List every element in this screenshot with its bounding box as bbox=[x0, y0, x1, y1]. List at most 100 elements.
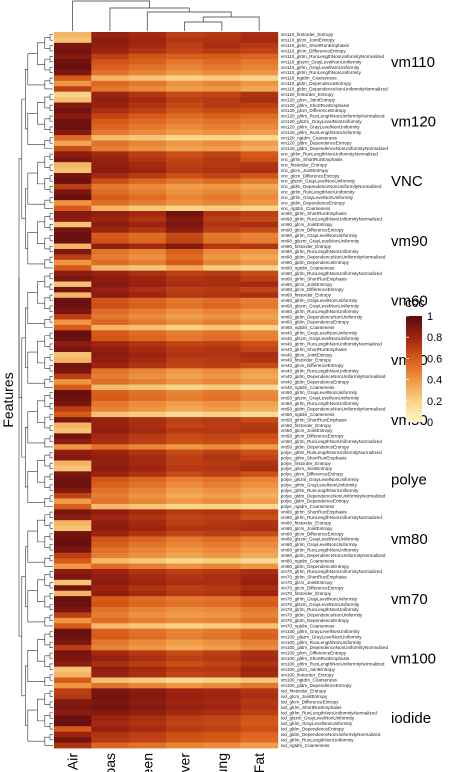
heatmap-cell bbox=[91, 118, 129, 125]
feature-label: vm70_glcm_DifferenceEntropy bbox=[281, 586, 344, 591]
heatmap-cell bbox=[203, 411, 241, 418]
heatmap-cell bbox=[91, 579, 129, 586]
heatmap-cell bbox=[91, 113, 129, 120]
heatmap-cell bbox=[54, 221, 92, 228]
heatmap-cell bbox=[165, 433, 204, 440]
heatmap-cell bbox=[54, 661, 92, 668]
heatmap-cell bbox=[128, 400, 167, 407]
feature-label: vm40_gldm_DependenceNonUniformityNormali… bbox=[281, 374, 386, 379]
heatmap-cell bbox=[128, 86, 167, 93]
heatmap-cell bbox=[54, 53, 92, 60]
heatmap-cell bbox=[54, 666, 92, 673]
heatmap-cell bbox=[54, 69, 92, 76]
heatmap-cell bbox=[128, 444, 167, 451]
row-dendrogram-branch bbox=[27, 411, 45, 444]
feature-label: vm70_ngtdm_Coarseness bbox=[281, 623, 335, 628]
feature-label: vm40_gldm_DependenceEntropy bbox=[281, 379, 350, 384]
heatmap-cell bbox=[240, 227, 279, 234]
heatmap-cell bbox=[240, 715, 279, 722]
heatmap-cell bbox=[165, 124, 204, 131]
heatmap-cell bbox=[128, 314, 167, 320]
row-dendrogram-branch bbox=[37, 281, 45, 304]
feature-label: polye_glcm_DifferenceEntropy bbox=[281, 472, 344, 477]
heatmap-cell bbox=[240, 118, 279, 125]
heatmap-cell bbox=[91, 335, 129, 342]
heatmap-cell bbox=[54, 699, 92, 705]
feature-label: vm120_glcm_DifferenceEntropy bbox=[281, 108, 347, 113]
y-axis-title: Features bbox=[0, 372, 16, 427]
heatmap-cell bbox=[240, 742, 279, 749]
row-dendrogram-branch bbox=[49, 94, 53, 101]
heatmap-cell bbox=[240, 37, 279, 44]
heatmap-cell bbox=[165, 156, 204, 163]
heatmap-cell bbox=[203, 661, 241, 668]
heatmap-cell bbox=[54, 390, 92, 396]
heatmap-cell bbox=[54, 520, 92, 526]
heatmap-cell bbox=[128, 471, 167, 478]
heatmap-cell bbox=[54, 162, 92, 168]
heatmap-cell bbox=[54, 509, 92, 516]
heatmap-cell bbox=[54, 617, 92, 624]
feature-label: iod_ngtdm_Coarseness bbox=[281, 743, 330, 748]
heatmap-cell bbox=[54, 276, 92, 282]
heatmap-cell bbox=[128, 232, 167, 239]
heatmap-cell bbox=[203, 265, 241, 272]
heatmap-cells bbox=[54, 32, 279, 749]
heatmap-cell bbox=[203, 531, 241, 537]
heatmap-cell bbox=[240, 324, 279, 331]
heatmap-cell bbox=[203, 449, 241, 456]
heatmap-cell bbox=[54, 357, 92, 364]
heatmap-cell bbox=[165, 107, 204, 114]
heatmap-cell bbox=[128, 113, 167, 120]
feature-label: vm90_glcm_DifferenceEntropy bbox=[281, 228, 344, 233]
group-label: iodide bbox=[391, 710, 431, 727]
heatmap-cell bbox=[165, 710, 204, 716]
heatmap-cell bbox=[165, 200, 204, 206]
heatmap-cell bbox=[203, 558, 241, 564]
heatmap-cell bbox=[203, 482, 241, 489]
heatmap-cell bbox=[203, 563, 241, 570]
row-dendrogram-branch bbox=[44, 178, 50, 190]
heatmap-cell bbox=[240, 487, 279, 494]
feature-label: vm40_glrlm_RunLengthNonUniformity bbox=[281, 369, 360, 374]
heatmap-cell bbox=[128, 346, 167, 353]
heatmap-cell bbox=[240, 596, 279, 602]
heatmap-cell bbox=[165, 617, 204, 624]
heatmap-cell bbox=[128, 53, 167, 60]
heatmap-cell bbox=[91, 286, 129, 293]
feature-label: vm40_glrlm_RunLengthNonUniformityNormali… bbox=[281, 341, 383, 346]
row-dendrogram-branch bbox=[49, 376, 53, 383]
heatmap-cell bbox=[54, 417, 92, 423]
feature-label: vm100_gldm_DependenceNonUniformityNormal… bbox=[281, 645, 389, 650]
legend-ticks: 1 0.8 0.6 0.4 0.2 0 bbox=[406, 311, 442, 429]
heatmap-cell bbox=[91, 308, 129, 315]
heatmap-cell bbox=[240, 465, 279, 472]
row-dendrogram-branch bbox=[18, 278, 22, 637]
feature-label: vm40_glcm_DifferenceEntropy bbox=[281, 363, 344, 368]
heatmap-cell bbox=[54, 308, 92, 315]
row-dendrogram-branch bbox=[44, 416, 50, 429]
heatmap-cell bbox=[128, 531, 167, 537]
feature-label: vm60_glrlm_RunLengthNonUniformity bbox=[281, 309, 360, 314]
row-dendrogram-branch bbox=[49, 66, 53, 73]
heatmap-cell bbox=[54, 113, 92, 120]
heatmap-cell bbox=[240, 211, 279, 217]
heatmap-cell bbox=[91, 319, 129, 326]
heatmap-cell bbox=[240, 162, 279, 168]
heatmap-cell bbox=[91, 276, 129, 282]
row-dendrogram-branch bbox=[44, 378, 53, 388]
heatmap-cell bbox=[128, 606, 167, 613]
heatmap-cell bbox=[54, 118, 92, 125]
heatmap-cell bbox=[54, 232, 92, 239]
heatmap-cell bbox=[165, 715, 204, 722]
heatmap-cell bbox=[54, 471, 92, 478]
row-dendrogram-branch bbox=[49, 137, 53, 144]
heatmap-cell bbox=[165, 368, 204, 375]
heatmap-cell bbox=[54, 167, 92, 174]
heatmap-cell bbox=[91, 427, 129, 434]
row-dendrogram-branch bbox=[44, 633, 50, 646]
feature-label: vm120_glszm_GrayLevelNonUniformity bbox=[281, 119, 363, 124]
heatmap-cell bbox=[165, 113, 204, 120]
heatmap-cell bbox=[91, 173, 129, 179]
heatmap-cell bbox=[91, 726, 129, 733]
